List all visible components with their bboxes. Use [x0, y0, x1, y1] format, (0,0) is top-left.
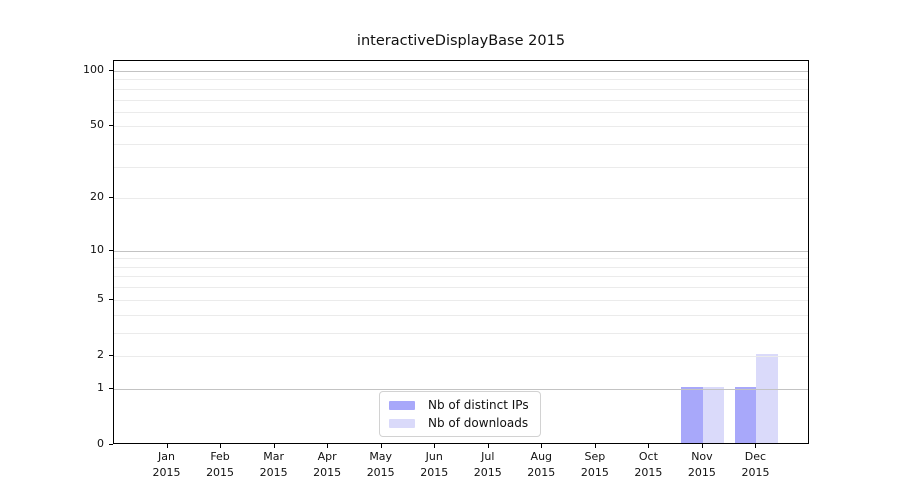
x-axis-tick-label: Oct 2015: [634, 450, 663, 479]
minor-gridline: [114, 111, 808, 113]
y-axis-tick-label: 50: [90, 118, 104, 132]
y-axis-tick-label: 5: [97, 291, 104, 305]
bar-distinct-ips: [734, 386, 757, 443]
legend-swatch-distinct-ips: [389, 400, 415, 410]
y-axis-tick: [109, 298, 113, 300]
minor-gridline: [114, 99, 808, 101]
minor-gridline: [114, 144, 808, 146]
y-axis-tick: [109, 444, 113, 445]
y-axis-tick: [109, 125, 113, 127]
minor-gridline: [114, 355, 808, 357]
y-axis-tick: [109, 354, 113, 356]
minor-gridline: [114, 198, 808, 200]
x-axis-tick-label: Jun 2015: [420, 450, 449, 479]
minor-gridline: [114, 88, 808, 90]
bar-distinct-ips: [681, 386, 703, 443]
x-axis-tick: [648, 444, 650, 448]
x-axis-tick-label: Dec 2015: [741, 450, 770, 479]
x-axis-tick: [755, 444, 757, 448]
y-axis-tick-label: 0: [97, 437, 104, 450]
minor-gridline: [114, 166, 808, 168]
x-axis-tick-label: Nov 2015: [687, 450, 716, 479]
legend-item-distinct-ips: Nb of distinct IPs: [389, 398, 529, 412]
legend: Nb of distinct IPs Nb of downloads: [379, 391, 541, 437]
minor-gridline: [114, 314, 808, 316]
bar-downloads: [702, 386, 725, 443]
x-axis-tick: [380, 444, 382, 448]
major-gridline: [114, 388, 808, 390]
x-axis-tick: [541, 444, 543, 448]
major-gridline: [114, 250, 808, 252]
x-axis-tick: [327, 444, 329, 448]
y-axis-tick: [109, 197, 113, 199]
x-axis-tick-label: May 2015: [366, 450, 395, 479]
legend-item-downloads: Nb of downloads: [389, 416, 529, 430]
minor-gridline: [114, 126, 808, 128]
minor-gridline: [114, 299, 808, 301]
y-axis-tick: [109, 70, 113, 71]
x-axis-tick-label: Jul 2015: [473, 450, 502, 479]
minor-gridline: [114, 332, 808, 334]
chart-title: interactiveDisplayBase 2015: [356, 33, 566, 49]
y-axis-tick-label: 10: [90, 242, 104, 256]
x-axis-tick-label: Aug 2015: [527, 450, 556, 479]
x-axis-tick: [273, 444, 275, 448]
x-axis-tick: [220, 444, 222, 448]
x-axis-tick: [701, 444, 703, 448]
x-axis-tick-label: Apr 2015: [313, 450, 342, 479]
legend-swatch-downloads: [389, 418, 415, 428]
x-axis-tick-label: Mar 2015: [259, 450, 288, 479]
legend-label-downloads: Nb of downloads: [428, 416, 529, 430]
x-axis-tick-label: Sep 2015: [580, 450, 609, 479]
y-axis-tick: [109, 249, 113, 251]
y-axis-tick: [109, 387, 113, 389]
x-axis-tick: [594, 444, 596, 448]
x-axis-tick: [487, 444, 489, 448]
legend-label-distinct-ips: Nb of distinct IPs: [428, 398, 529, 412]
y-axis-tick-label: 20: [90, 190, 104, 204]
minor-gridline: [114, 287, 808, 289]
x-axis-tick-label: Jan 2015: [152, 450, 181, 479]
x-axis-tick: [434, 444, 436, 448]
plot-area: Nb of distinct IPs Nb of downloads: [113, 60, 809, 444]
minor-gridline: [114, 258, 808, 260]
bar-downloads: [756, 353, 778, 443]
y-axis-tick-label: 2: [97, 347, 104, 361]
y-axis-tick-label: 100: [83, 63, 104, 76]
minor-gridline: [114, 266, 808, 268]
y-axis-tick-label: 1: [97, 380, 104, 394]
minor-gridline: [114, 79, 808, 81]
x-axis-tick-label: Feb 2015: [206, 450, 235, 479]
x-axis-tick: [166, 444, 168, 448]
minor-gridline: [114, 276, 808, 278]
major-gridline: [114, 71, 808, 72]
